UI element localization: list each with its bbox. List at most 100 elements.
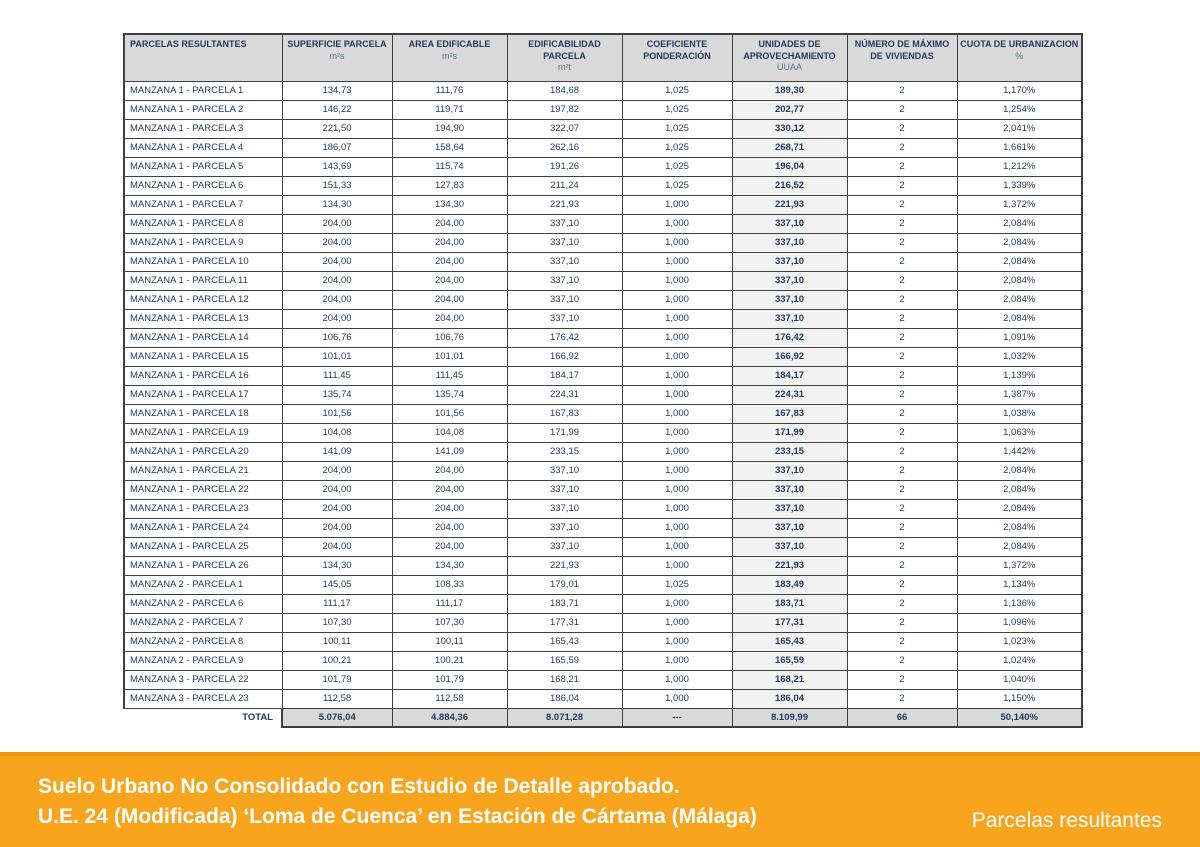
cell-viviendas: 2 (846, 384, 958, 405)
cell-superficie: 112,58 (281, 688, 393, 709)
table-row: MANZANA 2 - PARCELA 1 145,05 108,33 179,… (123, 574, 1083, 595)
header-title: CUOTA DE URBANIZACION (960, 39, 1079, 49)
cell-area-edificable: 106,76 (391, 327, 508, 348)
table-row: MANZANA 1 - PARCELA 18 101,56 101,56 167… (123, 403, 1083, 424)
cell-coeficiente: 1,000 (621, 213, 733, 234)
cell-parcela: MANZANA 1 - PARCELA 23 (123, 498, 283, 519)
cell-superficie: 221,50 (281, 118, 393, 139)
cell-parcela: MANZANA 1 - PARCELA 8 (123, 213, 283, 234)
cell-cuota: 1,372% (956, 555, 1083, 576)
cell-cuota: 1,134% (956, 574, 1083, 595)
table-row: MANZANA 1 - PARCELA 14 106,76 106,76 176… (123, 327, 1083, 348)
cell-superficie: 134,73 (281, 80, 393, 101)
cell-coeficiente: 1,000 (621, 650, 733, 671)
cell-edificabilidad: 337,10 (506, 479, 623, 500)
cell-superficie: 204,00 (281, 479, 393, 500)
cell-uuaa: 183,71 (731, 593, 848, 614)
header-title: SUPERFICIE PARCELA (287, 39, 387, 49)
total-row: TOTAL 5.076,04 4.884,36 8.071,28 --- 8.1… (124, 707, 1083, 728)
cell-coeficiente: 1,025 (621, 118, 733, 139)
cell-area-edificable: 204,00 (391, 232, 508, 253)
cell-superficie: 186,07 (281, 137, 393, 158)
cell-coeficiente: 1,000 (621, 593, 733, 614)
parcels-table-container: PARCELAS RESULTANTES SUPERFICIE PARCELA … (123, 33, 1083, 728)
cell-edificabilidad: 177,31 (506, 612, 623, 633)
table-footer: TOTAL 5.076,04 4.884,36 8.071,28 --- 8.1… (124, 707, 1083, 728)
cell-coeficiente: 1,025 (621, 574, 733, 595)
cell-coeficiente: 1,000 (621, 289, 733, 310)
table-row: MANZANA 3 - PARCELA 22 101,79 101,79 168… (123, 669, 1083, 690)
table-row: MANZANA 1 - PARCELA 21 204,00 204,00 337… (123, 460, 1083, 481)
cell-superficie: 106,76 (281, 327, 393, 348)
cell-parcela: MANZANA 3 - PARCELA 23 (123, 688, 283, 709)
table-row: MANZANA 1 - PARCELA 17 135,74 135,74 224… (123, 384, 1083, 405)
table-row: MANZANA 1 - PARCELA 4 186,07 158,64 262,… (123, 137, 1083, 158)
cell-edificabilidad: 337,10 (506, 498, 623, 519)
cell-coeficiente: 1,000 (621, 232, 733, 253)
cell-cuota: 2,084% (956, 536, 1083, 557)
cell-area-edificable: 127,83 (391, 175, 508, 196)
table-row: MANZANA 2 - PARCELA 6 111,17 111,17 183,… (123, 593, 1083, 614)
cell-superficie: 146,22 (281, 99, 393, 120)
cell-superficie: 204,00 (281, 251, 393, 272)
cell-edificabilidad: 179,01 (506, 574, 623, 595)
cell-superficie: 101,79 (281, 669, 393, 690)
cell-uuaa: 221,93 (731, 194, 848, 215)
table-row: MANZANA 1 - PARCELA 26 134,30 134,30 221… (123, 555, 1083, 576)
cell-uuaa: 337,10 (731, 308, 848, 329)
cell-edificabilidad: 337,10 (506, 536, 623, 557)
cell-viviendas: 2 (846, 365, 958, 386)
cell-edificabilidad: 337,10 (506, 308, 623, 329)
cell-coeficiente: 1,000 (621, 555, 733, 576)
header-parcelas-resultantes: PARCELAS RESULTANTES (123, 33, 283, 82)
cell-viviendas: 2 (846, 308, 958, 329)
cell-edificabilidad: 167,83 (506, 403, 623, 424)
cell-edificabilidad: 211,24 (506, 175, 623, 196)
cell-parcela: MANZANA 1 - PARCELA 25 (123, 536, 283, 557)
cell-coeficiente: 1,025 (621, 137, 733, 158)
footer-banner: Suelo Urbano No Consolidado con Estudio … (0, 752, 1200, 847)
cell-superficie: 111,45 (281, 365, 393, 386)
banner-title-line1: Suelo Urbano No Consolidado con Estudio … (38, 774, 680, 798)
cell-cuota: 1,339% (956, 175, 1083, 196)
table-body: MANZANA 1 - PARCELA 1 134,73 111,76 184,… (123, 80, 1083, 709)
cell-viviendas: 2 (846, 688, 958, 709)
cell-viviendas: 2 (846, 498, 958, 519)
cell-cuota: 1,038% (956, 403, 1083, 424)
header-unit: % (1015, 50, 1024, 61)
cell-coeficiente: 1,000 (621, 517, 733, 538)
cell-coeficiente: 1,000 (621, 479, 733, 500)
cell-parcela: MANZANA 1 - PARCELA 20 (123, 441, 283, 462)
cell-uuaa: 337,10 (731, 289, 848, 310)
cell-uuaa: 177,31 (731, 612, 848, 633)
cell-coeficiente: 1,000 (621, 669, 733, 690)
cell-coeficiente: 1,000 (621, 308, 733, 329)
cell-uuaa: 171,99 (731, 422, 848, 443)
cell-coeficiente: 1,000 (621, 498, 733, 519)
cell-area-edificable: 108,33 (391, 574, 508, 595)
cell-superficie: 107,30 (281, 612, 393, 633)
cell-uuaa: 202,77 (731, 99, 848, 120)
table-row: MANZANA 1 - PARCELA 20 141,09 141,09 233… (123, 441, 1083, 462)
table-row: MANZANA 1 - PARCELA 9 204,00 204,00 337,… (123, 232, 1083, 253)
cell-uuaa: 337,10 (731, 536, 848, 557)
table-row: MANZANA 1 - PARCELA 3 221,50 194,90 322,… (123, 118, 1083, 139)
table-row: MANZANA 1 - PARCELA 10 204,00 204,00 337… (123, 251, 1083, 272)
cell-cuota: 2,084% (956, 213, 1083, 234)
cell-coeficiente: 1,025 (621, 175, 733, 196)
cell-parcela: MANZANA 1 - PARCELA 3 (123, 118, 283, 139)
cell-viviendas: 2 (846, 251, 958, 272)
cell-coeficiente: 1,000 (621, 346, 733, 367)
cell-area-edificable: 135,74 (391, 384, 508, 405)
cell-cuota: 2,084% (956, 289, 1083, 310)
cell-viviendas: 2 (846, 194, 958, 215)
table-row: MANZANA 2 - PARCELA 8 100,11 100,11 165,… (123, 631, 1083, 652)
cell-superficie: 204,00 (281, 308, 393, 329)
cell-uuaa: 196,04 (731, 156, 848, 177)
cell-coeficiente: 1,000 (621, 251, 733, 272)
cell-superficie: 204,00 (281, 536, 393, 557)
cell-coeficiente: 1,000 (621, 460, 733, 481)
cell-area-edificable: 141,09 (391, 441, 508, 462)
cell-coeficiente: 1,000 (621, 327, 733, 348)
cell-edificabilidad: 233,15 (506, 441, 623, 462)
